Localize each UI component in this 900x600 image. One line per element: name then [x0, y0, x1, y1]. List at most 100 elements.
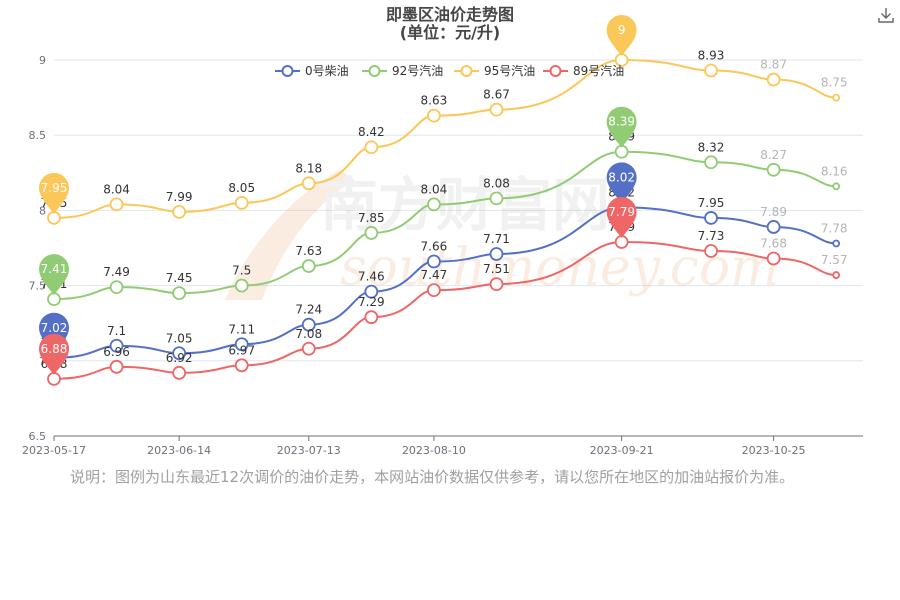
- pin-marker: [39, 172, 69, 214]
- legend-item[interactable]: 92号汽油: [362, 63, 443, 78]
- data-point[interactable]: [364, 140, 379, 155]
- chart-title: 即墨区油价走势图: [386, 5, 514, 24]
- chart-subtitle: (单位：元/升): [400, 23, 500, 42]
- data-label: 7.46: [358, 270, 385, 284]
- pin-label: 6.88: [41, 342, 68, 356]
- data-point[interactable]: [832, 182, 841, 191]
- data-point[interactable]: [234, 195, 249, 210]
- data-point[interactable]: [832, 271, 841, 279]
- data-point[interactable]: [172, 346, 187, 361]
- data-label: 7.24: [295, 303, 322, 317]
- pin-label: 9: [618, 23, 626, 37]
- pin-label: 7.79: [608, 205, 635, 219]
- data-label: 7.99: [166, 190, 193, 204]
- data-label: 7.05: [166, 331, 193, 345]
- data-point[interactable]: [427, 254, 441, 269]
- data-label: 7.49: [103, 265, 130, 279]
- data-point[interactable]: [832, 93, 841, 102]
- data-point[interactable]: [364, 226, 379, 240]
- data-label: 7.11: [228, 322, 255, 336]
- y-tick-label: 9: [39, 54, 46, 67]
- data-point[interactable]: [109, 338, 124, 353]
- watermark-logo: 南方财富网 southmoney.com: [225, 170, 780, 300]
- data-point[interactable]: [172, 286, 187, 301]
- x-tick-label: 2023-05-17: [22, 444, 86, 457]
- y-tick-label: 7: [39, 355, 46, 368]
- data-point[interactable]: [109, 280, 124, 295]
- legend-marker: [368, 65, 381, 77]
- data-label: 8.08: [483, 176, 510, 190]
- data-point[interactable]: [704, 63, 718, 78]
- pin-marker: [606, 162, 637, 204]
- pin-marker: [39, 333, 69, 375]
- data-point[interactable]: [489, 247, 504, 261]
- data-point[interactable]: [234, 337, 249, 352]
- data-point[interactable]: [766, 251, 781, 266]
- pin-marker: [606, 15, 637, 56]
- download-icon[interactable]: [877, 6, 895, 24]
- y-tick-label: 7.5: [29, 280, 47, 293]
- legend-item[interactable]: 0号柴油: [275, 64, 349, 78]
- data-point[interactable]: [489, 102, 504, 117]
- data-label: 7.45: [166, 271, 193, 285]
- data-point[interactable]: [489, 191, 504, 206]
- data-point[interactable]: [109, 359, 124, 374]
- data-point[interactable]: [766, 72, 781, 87]
- legend[interactable]: 0号柴油 92号汽油 95号汽油 89号汽油: [275, 63, 624, 78]
- data-label: 8.75: [821, 76, 848, 90]
- legend-label: 95号汽油: [484, 63, 535, 78]
- pin-label: 7.41: [41, 262, 68, 276]
- data-point[interactable]: [234, 278, 249, 293]
- data-point[interactable]: [832, 239, 841, 248]
- y-tick-label: 8.5: [29, 129, 47, 142]
- data-label: 7.47: [421, 268, 448, 282]
- data-point[interactable]: [301, 259, 316, 273]
- data-point[interactable]: [364, 284, 379, 299]
- legend-marker: [281, 65, 294, 77]
- data-label: 8.87: [760, 58, 787, 72]
- data-label: 8.05: [228, 181, 255, 195]
- data-label: 7.66: [421, 240, 448, 254]
- data-point[interactable]: [704, 155, 718, 170]
- data-point[interactable]: [427, 197, 441, 212]
- pin-marker: [606, 106, 637, 148]
- data-point[interactable]: [704, 244, 718, 258]
- data-label: 6.96: [103, 345, 130, 359]
- legend-label: 92号汽油: [392, 63, 443, 78]
- data-label: 7.71: [483, 232, 510, 246]
- extreme-markers: 8.02 7.02 8.39 7.41 9 7.95 7.79 6.88: [39, 15, 637, 375]
- x-tick-label: 2023-08-10: [402, 444, 466, 457]
- legend-item[interactable]: 89号汽油: [543, 63, 624, 78]
- data-label: 7.5: [232, 264, 251, 278]
- data-point[interactable]: [427, 283, 441, 298]
- data-point[interactable]: [301, 176, 316, 191]
- data-point[interactable]: [234, 358, 249, 373]
- data-point[interactable]: [172, 205, 187, 219]
- data-point[interactable]: [766, 162, 781, 177]
- data-point[interactable]: [301, 341, 316, 356]
- data-point[interactable]: [172, 365, 187, 380]
- legend-marker: [549, 65, 562, 77]
- footnote: 说明：图例为山东最近12次调价的油价走势，本网站油价数据仅供参考，请以您所在地区…: [70, 468, 795, 486]
- data-point[interactable]: [427, 108, 441, 123]
- x-tick-label: 2023-09-21: [590, 444, 654, 457]
- x-tick-label: 2023-07-13: [277, 444, 341, 457]
- data-label: 7.68: [760, 237, 787, 251]
- legend-label: 0号柴油: [305, 64, 349, 78]
- series-layer: [47, 53, 841, 386]
- data-point[interactable]: [489, 277, 504, 291]
- data-point[interactable]: [766, 220, 781, 234]
- data-point[interactable]: [109, 197, 124, 212]
- data-label: 7.85: [358, 211, 385, 225]
- data-label: 8.63: [421, 94, 448, 108]
- data-label: 6.92: [166, 351, 193, 365]
- data-point[interactable]: [704, 211, 718, 225]
- data-point[interactable]: [364, 310, 379, 325]
- data-point[interactable]: [301, 317, 316, 332]
- data-label: 8.16: [821, 164, 848, 178]
- data-label: 7.1: [107, 324, 126, 338]
- pin-label: 7.95: [41, 181, 68, 195]
- pin-label: 7.02: [41, 321, 68, 335]
- legend-item[interactable]: 95号汽油: [454, 63, 535, 78]
